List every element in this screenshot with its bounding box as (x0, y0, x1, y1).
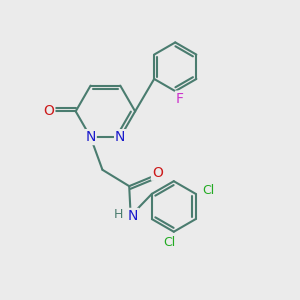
Text: H: H (113, 208, 123, 221)
Text: O: O (44, 104, 54, 118)
Text: Cl: Cl (163, 236, 176, 249)
Text: N: N (115, 130, 125, 144)
Text: N: N (85, 130, 96, 144)
Text: F: F (176, 92, 184, 106)
Text: N: N (128, 209, 138, 223)
Text: O: O (152, 166, 163, 180)
Text: Cl: Cl (202, 184, 214, 197)
